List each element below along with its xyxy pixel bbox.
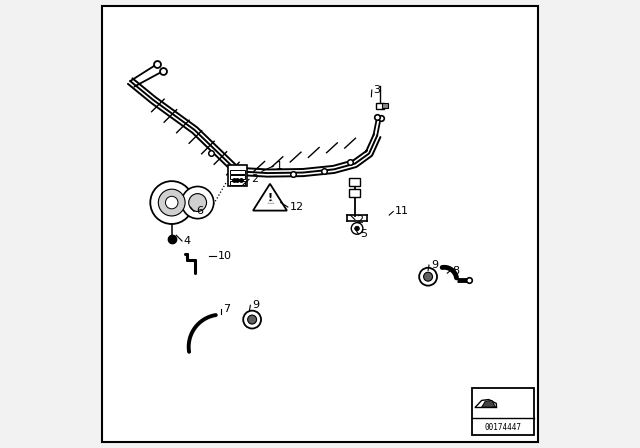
Bar [381, 103, 388, 108]
Text: 2: 2 [356, 215, 364, 224]
Circle shape [351, 223, 363, 234]
Circle shape [150, 181, 193, 224]
Text: 9: 9 [431, 260, 438, 270]
Text: 1: 1 [275, 161, 282, 171]
Text: 11: 11 [395, 207, 409, 216]
Circle shape [243, 310, 261, 328]
Bar [376, 103, 384, 109]
Text: 3: 3 [374, 85, 381, 95]
Text: 7: 7 [223, 304, 230, 314]
Text: 5: 5 [360, 229, 367, 239]
Text: 8: 8 [452, 266, 459, 276]
Text: 4: 4 [184, 236, 191, 246]
Circle shape [182, 186, 214, 219]
Circle shape [166, 196, 178, 209]
Text: 2: 2 [251, 174, 258, 184]
Circle shape [189, 194, 207, 211]
Circle shape [424, 272, 433, 281]
Circle shape [158, 189, 185, 216]
Bar [349, 177, 360, 185]
Bar [230, 181, 244, 185]
Bar [349, 189, 360, 197]
Polygon shape [482, 401, 495, 407]
Bar [230, 170, 244, 174]
Text: 6: 6 [196, 207, 203, 216]
Bar [472, 388, 534, 435]
Polygon shape [253, 184, 287, 211]
Text: ⚠: ⚠ [266, 197, 274, 206]
Circle shape [419, 268, 437, 286]
Text: 9: 9 [252, 300, 259, 310]
Bar [228, 165, 247, 185]
Text: 12: 12 [290, 202, 304, 212]
Bar [230, 175, 244, 179]
Text: 00174447: 00174447 [484, 423, 522, 432]
Circle shape [355, 226, 359, 231]
Text: 10: 10 [218, 251, 232, 261]
Text: !: ! [268, 193, 273, 203]
Circle shape [248, 315, 257, 324]
